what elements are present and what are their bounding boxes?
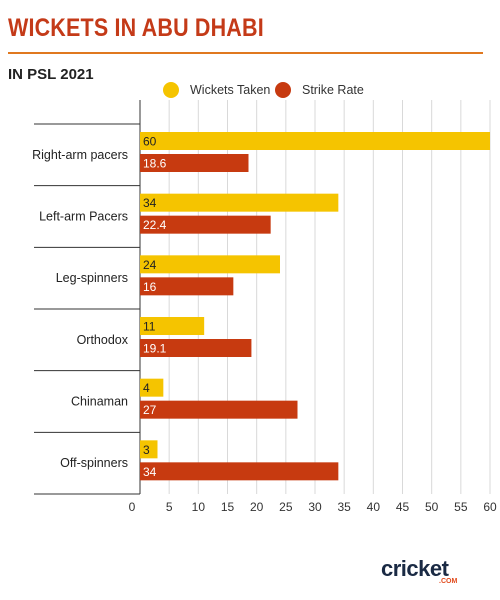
x-tick-label: 0 — [129, 500, 136, 514]
x-tick-label: 5 — [166, 500, 173, 514]
x-tick-label: 25 — [279, 500, 293, 514]
category-label: Orthodox — [77, 333, 129, 347]
strike-rate-bar — [140, 154, 249, 172]
strike-rate-bar — [140, 215, 271, 234]
strike-rate-value-label: 19.1 — [143, 342, 167, 356]
x-tick-label: 30 — [308, 500, 322, 514]
x-tick-label: 10 — [192, 500, 206, 514]
x-tick-label: 15 — [221, 500, 235, 514]
wickets-value-label: 3 — [143, 443, 150, 457]
legend-label-wickets: Wickets Taken — [190, 83, 271, 97]
x-tick-label: 55 — [454, 500, 468, 514]
x-tick-label: 40 — [367, 500, 381, 514]
strike-rate-bar — [140, 400, 298, 419]
chart-subtitle: IN PSL 2021 — [8, 66, 94, 83]
wickets-value-label: 60 — [143, 135, 157, 149]
wickets-bar — [140, 317, 205, 335]
cricket-com-logo: cricket .COM — [381, 556, 473, 588]
legend-swatch-wickets — [163, 82, 179, 98]
x-tick-label: 20 — [250, 500, 264, 514]
wickets-bar — [140, 193, 339, 212]
title-divider — [8, 52, 483, 54]
strike-rate-bar — [140, 339, 252, 357]
strike-rate-value-label: 22.4 — [143, 218, 167, 232]
x-tick-label: 50 — [425, 500, 439, 514]
category-label: Leg-spinners — [56, 271, 128, 285]
category-label: Left-arm Pacers — [39, 210, 128, 224]
legend-swatch-strike-rate — [275, 82, 291, 98]
wickets-bar — [140, 132, 490, 150]
wickets-bar — [140, 378, 164, 397]
strike-rate-value-label: 18.6 — [143, 157, 167, 171]
wickets-bar — [140, 440, 158, 459]
wickets-value-label: 24 — [143, 258, 157, 272]
wickets-value-label: 11 — [143, 320, 156, 334]
strike-rate-value-label: 34 — [143, 465, 157, 479]
x-tick-label: 45 — [396, 500, 410, 514]
wickets-value-label: 4 — [143, 381, 150, 395]
strike-rate-value-label: 16 — [143, 280, 157, 294]
logo-suffix: .COM — [439, 578, 458, 585]
x-tick-label: 60 — [483, 500, 497, 514]
logo-wordmark: cricket — [381, 556, 449, 581]
strike-rate-bar — [140, 462, 339, 481]
wickets-bar — [140, 255, 280, 274]
category-label: Right-arm pacers — [32, 148, 128, 162]
category-label: Chinaman — [71, 395, 128, 409]
wickets-value-label: 34 — [143, 196, 157, 210]
strike-rate-value-label: 27 — [143, 403, 157, 417]
x-tick-label: 35 — [337, 500, 351, 514]
category-label: Off-spinners — [60, 456, 128, 470]
chart-title: WICKETS IN ABU DHABI — [8, 14, 264, 42]
strike-rate-bar — [140, 277, 234, 296]
legend-label-strike-rate: Strike Rate — [302, 83, 364, 97]
